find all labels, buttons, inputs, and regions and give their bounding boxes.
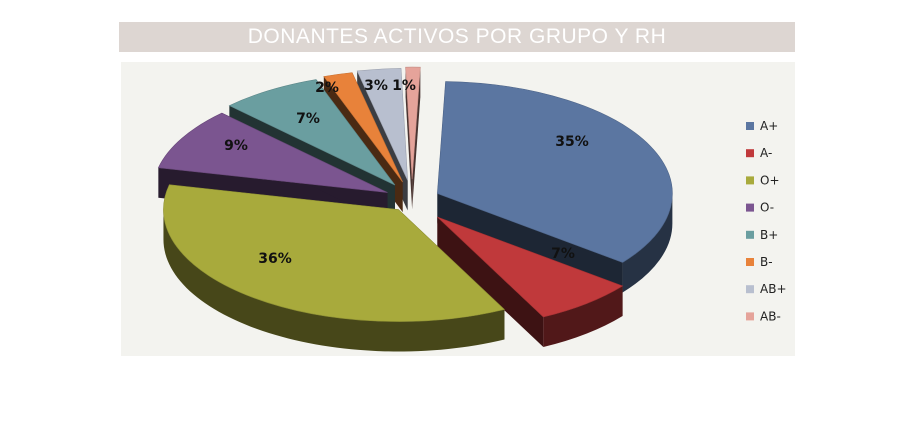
- legend-swatch: [746, 149, 754, 158]
- legend-label: B-: [760, 255, 773, 269]
- slice-side-abneg: [405, 67, 421, 210]
- legend-item-ab-neg: AB-: [746, 309, 781, 323]
- data-label-o-neg: 9%: [224, 138, 248, 154]
- legend-swatch: [746, 258, 754, 266]
- legend-label: O+: [760, 173, 780, 187]
- legend-swatch: [746, 176, 754, 185]
- chart-title: DONANTES ACTIVOS POR GRUPO Y RH: [119, 22, 795, 52]
- slice-o-neg: [157, 112, 388, 193]
- slice-b-neg: [323, 72, 403, 183]
- data-label-ab-negpos: 3%: [364, 78, 388, 94]
- legend-item-a-neg: A-: [746, 146, 772, 160]
- legend-label: O-: [760, 201, 774, 215]
- data-label-a-neg: 7%: [551, 246, 575, 262]
- legend-swatch: [746, 312, 754, 321]
- data-label-ab-neg: 1%: [392, 78, 416, 94]
- data-label-b-neg: 2%: [315, 80, 339, 96]
- legend-item-b-negpos: B+: [746, 228, 778, 242]
- slice-o-negpos: [163, 184, 506, 322]
- legend-swatch: [746, 230, 754, 239]
- data-label-b-negpos: 7%: [296, 111, 320, 127]
- slice-ab-negpos: [356, 68, 408, 181]
- data-label-a-negpos: 35%: [555, 134, 589, 150]
- legend-swatch: [746, 203, 754, 212]
- legend-item-a-negpos: A+: [746, 119, 778, 133]
- data-label-o-negpos: 36%: [258, 251, 292, 267]
- legend-label: A+: [760, 119, 778, 133]
- slice-a-negpos: [437, 81, 673, 263]
- legend-label: AB-: [760, 309, 781, 323]
- legend-item-o-negpos: O+: [746, 173, 780, 187]
- slice-ab-neg: [405, 66, 421, 180]
- slice-a-neg: [437, 216, 624, 318]
- legend-swatch: [746, 285, 754, 294]
- legend-label: B+: [760, 228, 778, 242]
- legend-label: AB+: [760, 282, 787, 296]
- legend: A+ A- O+ O- B+ B- AB+ AB-: [746, 119, 787, 323]
- legend-label: A-: [760, 146, 772, 160]
- legend-item-o-neg: O-: [746, 201, 774, 215]
- pie-tops: [157, 66, 673, 322]
- legend-item-b-neg: B-: [746, 255, 773, 269]
- legend-item-ab-negpos: AB+: [746, 282, 787, 296]
- legend-swatch: [746, 122, 754, 130]
- slice-b-negpos: [228, 79, 396, 186]
